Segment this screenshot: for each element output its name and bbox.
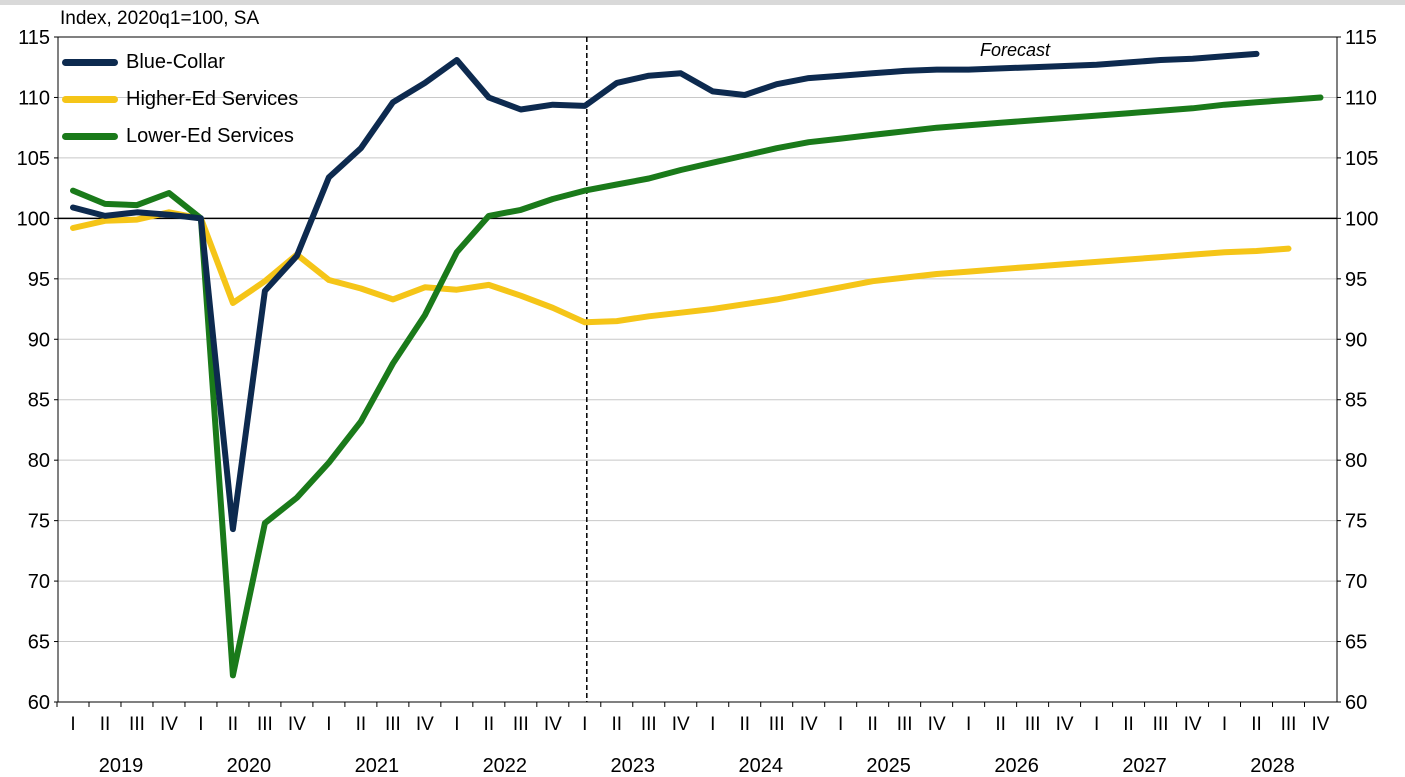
series-line-0 [70, 50, 1260, 533]
x-tick-label-year: 2027 [1122, 755, 1167, 777]
x-tick-label-quarter: II [1123, 714, 1134, 735]
x-tick-label-quarter: I [326, 714, 331, 735]
y-tick-label-left: 85 [28, 390, 50, 412]
legend-label: Lower-Ed Services [126, 125, 294, 147]
legend-swatch [62, 59, 118, 66]
series-line-2 [70, 94, 1324, 679]
legend-item-lower-ed: Lower-Ed Services [62, 118, 298, 155]
x-tick-label-quarter: III [1153, 714, 1169, 735]
x-tick-label-quarter: IV [160, 714, 178, 735]
x-tick-label-year: 2026 [994, 755, 1039, 777]
x-tick-label-quarter: II [612, 714, 623, 735]
legend: Blue-Collar Higher-Ed Services Lower-Ed … [62, 44, 298, 155]
x-tick-label-quarter: I [1222, 714, 1227, 735]
y-tick-label-left: 90 [28, 329, 50, 351]
y-tick-label-right: 80 [1345, 450, 1367, 472]
x-tick-label-quarter: I [198, 714, 203, 735]
x-tick-label-quarter: III [897, 714, 913, 735]
x-tick-label-quarter: III [513, 714, 529, 735]
top-border [0, 0, 1405, 5]
x-tick-label-year: 2025 [866, 755, 911, 777]
y-tick-label-left: 70 [28, 571, 50, 593]
x-tick-label-year: 2023 [611, 755, 656, 777]
y-tick-label-left: 95 [28, 269, 50, 291]
y-tick-label-left: 75 [28, 511, 50, 533]
x-tick-label-year: 2019 [99, 755, 144, 777]
x-tick-label-quarter: II [356, 714, 367, 735]
y-tick-label-right: 65 [1345, 632, 1367, 654]
x-tick-label-quarter: IV [544, 714, 562, 735]
legend-label: Blue-Collar [126, 51, 225, 73]
y-tick-label-right: 60 [1345, 692, 1367, 714]
x-tick-label-quarter: IV [416, 714, 434, 735]
axes: 60 60 65 65 70 70 75 75 80 80 85 85 90 90 95 95 100 100 10… [17, 27, 1379, 777]
x-tick-label-quarter: I [582, 714, 587, 735]
x-tick-label-quarter: IV [928, 714, 946, 735]
x-tick-label-year: 2022 [483, 755, 528, 777]
y-tick-label-right: 70 [1345, 571, 1367, 593]
y-tick-label-left: 80 [28, 450, 50, 472]
x-tick-label-quarter: IV [288, 714, 306, 735]
legend-swatch [62, 133, 118, 140]
y-tick-label-right: 115 [1345, 27, 1377, 49]
x-tick-label-quarter: I [966, 714, 971, 735]
x-tick-label-quarter: II [739, 714, 750, 735]
series-lines [70, 50, 1324, 679]
y-tick-label-right: 85 [1345, 390, 1367, 412]
y-tick-label-right: 105 [1345, 148, 1378, 170]
x-tick-label-quarter: II [228, 714, 239, 735]
x-tick-label-quarter: I [1094, 714, 1099, 735]
x-tick-label-quarter: II [1251, 714, 1262, 735]
x-tick-label-quarter: IV [1056, 714, 1074, 735]
x-tick-label-quarter: III [385, 714, 401, 735]
series-line-1 [70, 209, 1292, 326]
y-tick-label-left: 100 [17, 208, 50, 230]
x-tick-label-quarter: II [995, 714, 1006, 735]
x-tick-label-quarter: IV [672, 714, 690, 735]
y-tick-label-right: 110 [1345, 87, 1377, 109]
x-tick-label-quarter: III [1025, 714, 1041, 735]
y-tick-label-right: 95 [1345, 269, 1367, 291]
x-tick-label-quarter: III [129, 714, 145, 735]
legend-label: Higher-Ed Services [126, 88, 299, 110]
y-tick-label-left: 105 [17, 148, 50, 170]
y-tick-label-left: 115 [18, 27, 50, 49]
x-tick-label-quarter: IV [1184, 714, 1202, 735]
x-tick-label-quarter: I [70, 714, 75, 735]
x-tick-label-year: 2024 [738, 755, 783, 777]
forecast-annotation: Forecast [980, 40, 1051, 60]
legend-swatch [62, 96, 118, 103]
legend-item-higher-ed: Higher-Ed Services [62, 81, 298, 118]
x-tick-label-quarter: I [838, 714, 843, 735]
y-tick-label-left: 110 [18, 87, 50, 109]
x-tick-label-quarter: III [1281, 714, 1297, 735]
x-tick-label-quarter: I [710, 714, 715, 735]
gridlines [58, 96, 1337, 643]
y-tick-label-left: 60 [28, 692, 50, 714]
x-tick-label-quarter: IV [1312, 714, 1330, 735]
y-tick-label-right: 90 [1345, 329, 1367, 351]
y-tick-label-right: 100 [1345, 208, 1378, 230]
y-tick-label-left: 65 [28, 632, 50, 654]
x-tick-label-quarter: IV [800, 714, 818, 735]
legend-item-blue-collar: Blue-Collar [62, 44, 298, 81]
x-tick-label-year: 2021 [355, 755, 400, 777]
x-tick-label-quarter: II [484, 714, 495, 735]
x-tick-label-quarter: II [100, 714, 111, 735]
y-tick-label-right: 75 [1345, 511, 1367, 533]
x-tick-label-year: 2028 [1250, 755, 1295, 777]
x-tick-label-quarter: I [454, 714, 459, 735]
x-tick-label-quarter: III [257, 714, 273, 735]
x-tick-label-quarter: II [867, 714, 878, 735]
x-tick-label-year: 2020 [227, 755, 272, 777]
x-tick-label-quarter: III [769, 714, 785, 735]
y-axis-title: Index, 2020q1=100, SA [60, 8, 260, 29]
x-tick-label-quarter: III [641, 714, 657, 735]
